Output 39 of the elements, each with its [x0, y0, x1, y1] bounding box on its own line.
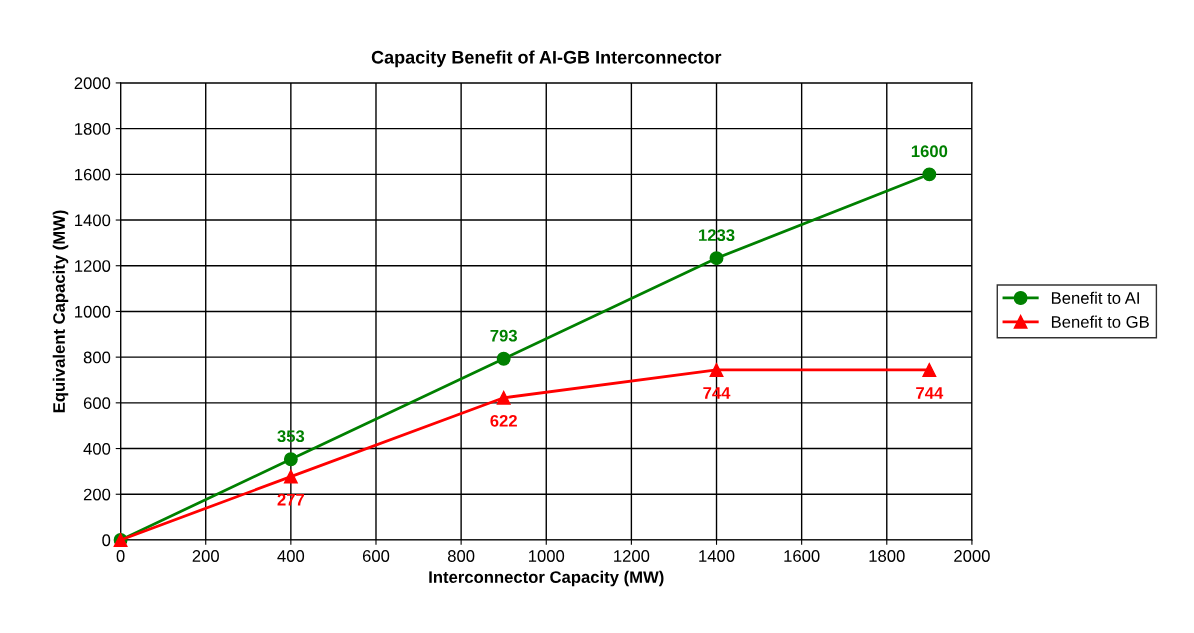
x-tick-label: 800	[447, 550, 475, 562]
x-tick-label: 400	[277, 550, 305, 562]
data-label: 744	[916, 387, 944, 399]
y-tick-label: 600	[83, 397, 111, 410]
chart-title: Capacity Benefit of AI-GB Interconnector	[371, 50, 722, 68]
legend-label: Benefit to GB	[1051, 315, 1149, 328]
data-label: 1600	[911, 145, 948, 158]
x-tick-label: 2000	[954, 550, 990, 562]
y-tick-label: 200	[83, 488, 111, 501]
y-tick-label: 800	[83, 351, 111, 364]
y-tick-label: 2000	[74, 77, 111, 90]
data-label: 793	[490, 329, 517, 342]
point	[709, 362, 724, 377]
x-axis-title: Interconnector Capacity (MW)	[429, 570, 664, 587]
y-tick-label: 1200	[75, 260, 111, 272]
x-tick-label: 200	[192, 550, 219, 562]
x-tick-label: 1200	[614, 550, 650, 562]
point	[283, 469, 298, 484]
y-tick-label: 400	[83, 442, 111, 455]
point	[496, 390, 511, 405]
x-tick-label: 600	[362, 550, 390, 562]
x-tick-label: 0	[116, 550, 125, 562]
legend-label: Benefit to AI	[1051, 291, 1139, 304]
point	[283, 452, 298, 467]
y-axis-title: Equivalent Capacity (MW)	[52, 210, 69, 413]
y-tick-label: 0	[102, 534, 111, 547]
x-tick-label: 1000	[528, 550, 565, 562]
y-tick-label: 1000	[75, 305, 111, 318]
point	[496, 351, 511, 366]
x-tick-label: 1600	[784, 550, 820, 562]
point	[922, 362, 937, 377]
x-tick-label: 1400	[699, 550, 735, 562]
x-tick-label: 1800	[869, 550, 905, 562]
y-tick-label: 1600	[75, 168, 111, 181]
y-tick-label: 1800	[75, 123, 111, 135]
point	[922, 167, 937, 182]
data-label: 622	[490, 414, 517, 427]
point	[709, 251, 724, 266]
y-tick-label: 1400	[75, 214, 111, 227]
